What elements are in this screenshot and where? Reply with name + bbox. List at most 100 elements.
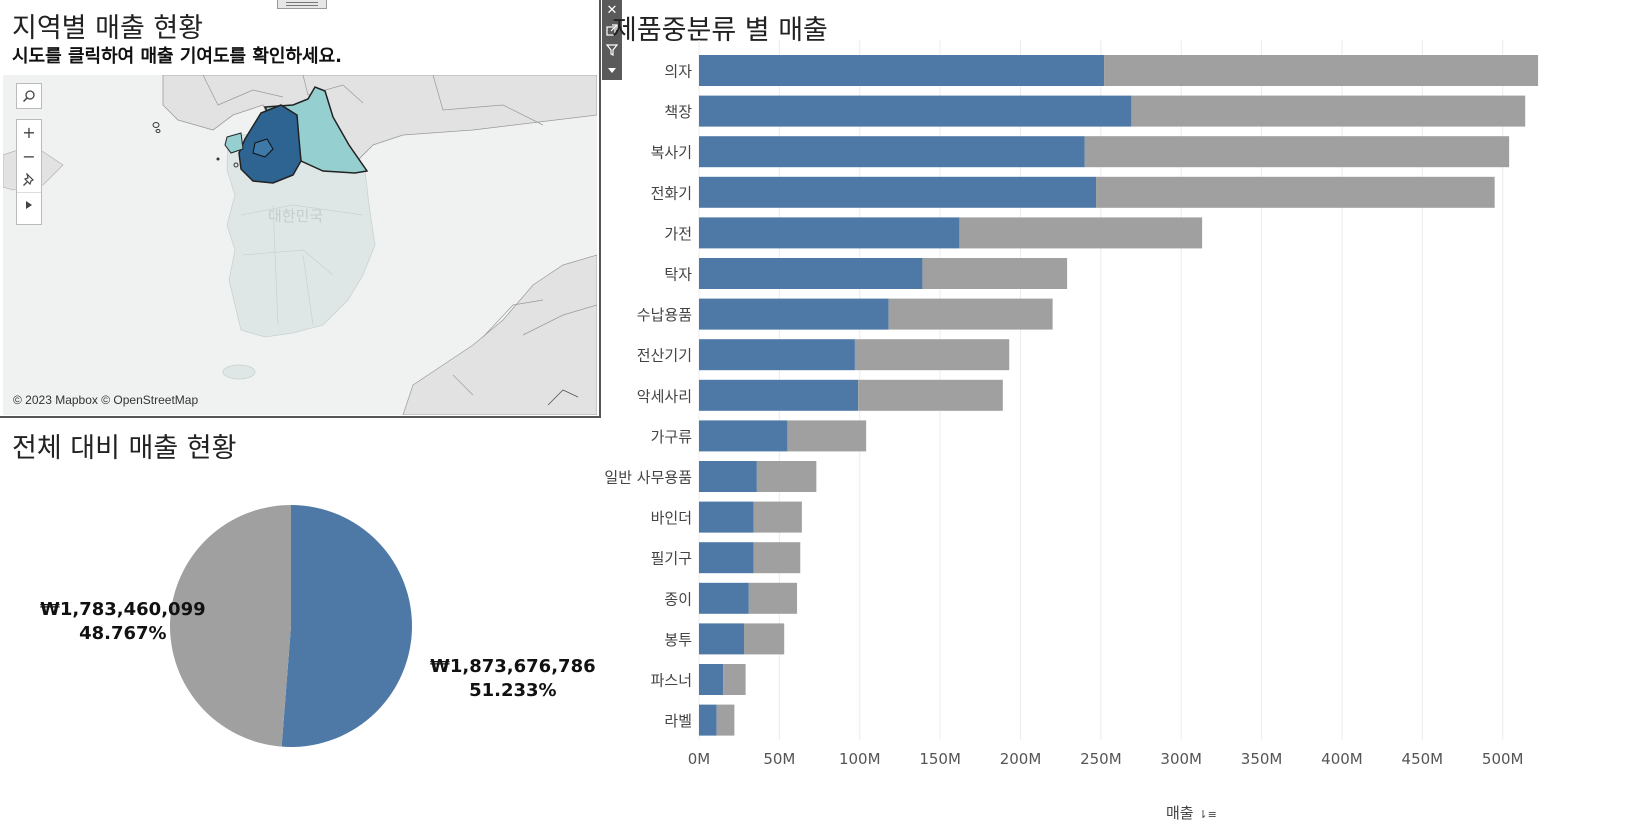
- x-tick-label: 150M: [919, 750, 961, 768]
- bar-4-series-0[interactable]: [699, 217, 960, 249]
- pie-percent-label: 48.767%: [79, 623, 167, 644]
- x-tick-label: 50M: [763, 750, 795, 768]
- category-label: 의자: [664, 63, 692, 81]
- sort-icon[interactable]: ⇂≡: [1198, 808, 1217, 821]
- category-label: 필기구: [651, 550, 692, 568]
- viz-toolbar: ✕: [602, 0, 622, 80]
- category-label: 봉투: [664, 631, 692, 649]
- bar-8-series-0[interactable]: [699, 379, 859, 411]
- x-axis-title[interactable]: 매출 ⇂≡: [1166, 802, 1217, 823]
- bar-0-series-1[interactable]: [1104, 55, 1539, 86]
- category-label: 전산기기: [637, 347, 692, 365]
- bar-6-series-1[interactable]: [888, 298, 1053, 330]
- bar-8-series-1[interactable]: [858, 379, 1003, 411]
- map-attribution: © 2023 Mapbox © OpenStreetMap: [13, 393, 199, 407]
- x-tick-label: 250M: [1080, 750, 1122, 768]
- bar-9-series-1[interactable]: [787, 420, 867, 452]
- bar-4-series-1[interactable]: [959, 217, 1203, 249]
- category-label: 바인더: [651, 509, 692, 527]
- map-zoom-controls: + −: [16, 119, 42, 225]
- filter-icon[interactable]: [602, 40, 622, 60]
- bar-2-series-0[interactable]: [699, 136, 1085, 168]
- bar-6-series-0[interactable]: [699, 298, 889, 330]
- pie-chart: [170, 505, 413, 747]
- x-tick-label: 300M: [1160, 750, 1202, 768]
- close-icon[interactable]: ✕: [606, 2, 618, 18]
- bar-0-series-0[interactable]: [699, 55, 1105, 86]
- bar-12-series-0[interactable]: [699, 542, 754, 574]
- category-label: 가전: [664, 225, 692, 243]
- zoom-in-icon[interactable]: +: [22, 122, 36, 142]
- category-label: 책장: [664, 103, 692, 121]
- category-label: 파스너: [651, 672, 692, 690]
- map-region-incheon[interactable]: [224, 132, 244, 154]
- x-tick-label: 350M: [1241, 750, 1283, 768]
- category-label: 복사기: [651, 144, 692, 162]
- x-tick-label: 200M: [1000, 750, 1042, 768]
- bar-13-series-1[interactable]: [748, 582, 798, 614]
- pie-percent-label: 51.233%: [469, 680, 557, 701]
- category-label: 라벨: [664, 712, 692, 730]
- play-icon[interactable]: [17, 192, 41, 217]
- bar-2-series-1[interactable]: [1084, 136, 1510, 168]
- map-country-label: 대한민국: [268, 207, 324, 225]
- bar-15-series-1[interactable]: [723, 664, 746, 695]
- pie-label-selected: ₩1,873,676,786 51.233%: [430, 655, 596, 703]
- pin-icon[interactable]: [17, 168, 41, 192]
- bar-10-series-1[interactable]: [756, 461, 817, 492]
- category-label: 일반 사무용품: [604, 469, 692, 487]
- bar-7-series-0[interactable]: [699, 339, 855, 371]
- category-label: 가구류: [651, 428, 693, 446]
- pie-value-label: ₩1,873,676,786: [430, 656, 596, 677]
- x-tick-label: 450M: [1402, 750, 1444, 768]
- chevron-down-icon[interactable]: [602, 60, 622, 80]
- map-subtitle: 시도를 클릭하여 매출 기여도를 확인하세요.: [12, 46, 342, 67]
- bar-7-series-1[interactable]: [854, 339, 1010, 371]
- bar-3-series-1[interactable]: [1096, 176, 1495, 208]
- bar-13-series-0[interactable]: [699, 582, 749, 614]
- x-tick-label: 0M: [688, 750, 711, 768]
- x-axis-title-text: 매출: [1166, 804, 1194, 822]
- drag-handle[interactable]: [277, 0, 327, 9]
- map-region-seoul[interactable]: [252, 138, 274, 158]
- map-canvas[interactable]: 대한민국 + − © 2023 Mapbox © OpenStreetMap: [3, 75, 597, 415]
- bar-10-series-0[interactable]: [699, 461, 757, 492]
- category-label: 전화기: [651, 184, 692, 202]
- category-label: 탁자: [664, 266, 692, 284]
- category-label: 종이: [664, 590, 692, 608]
- pie-slice-1[interactable]: [170, 505, 291, 747]
- bar-chart-title: 제품중분류 별 매출: [612, 15, 828, 46]
- bar-1-series-1[interactable]: [1131, 95, 1526, 127]
- pie-value-label: ₩1,783,460,099: [40, 599, 206, 620]
- popout-icon[interactable]: [602, 20, 622, 40]
- bar-11-series-0[interactable]: [699, 501, 754, 533]
- zoom-out-icon[interactable]: −: [22, 146, 36, 166]
- map-region-jeju: [222, 364, 256, 380]
- bar-1-series-0[interactable]: [699, 95, 1132, 127]
- bar-14-series-1[interactable]: [744, 623, 785, 655]
- bar-12-series-1[interactable]: [753, 542, 801, 574]
- bar-14-series-0[interactable]: [699, 623, 745, 655]
- map-search-control: [16, 83, 42, 109]
- bar-5-series-0[interactable]: [699, 258, 923, 289]
- bar-9-series-0[interactable]: [699, 420, 788, 452]
- map-region-japan: [402, 254, 597, 415]
- pie-title: 전체 대비 매출 현황: [12, 433, 237, 464]
- pie-slice-0[interactable]: [281, 505, 413, 747]
- category-label: 수납용품: [637, 306, 692, 324]
- bar-16-series-0[interactable]: [699, 704, 717, 736]
- bar-16-series-1[interactable]: [716, 704, 735, 736]
- bar-15-series-0[interactable]: [699, 664, 724, 695]
- category-label: 악세사리: [637, 387, 692, 405]
- x-tick-label: 100M: [839, 750, 881, 768]
- x-tick-label: 400M: [1321, 750, 1363, 768]
- bar-5-series-1[interactable]: [922, 258, 1068, 289]
- bar-11-series-1[interactable]: [753, 501, 802, 533]
- search-icon[interactable]: [17, 84, 41, 108]
- x-tick-label: 500M: [1482, 750, 1524, 768]
- map-title: 지역별 매출 현황: [12, 13, 204, 44]
- pie-label-other: ₩1,783,460,099 48.767%: [40, 598, 206, 646]
- map-panel: 지역별 매출 현황 시도를 클릭하여 매출 기여도를 확인하세요.: [0, 0, 601, 418]
- bar-3-series-0[interactable]: [699, 176, 1097, 208]
